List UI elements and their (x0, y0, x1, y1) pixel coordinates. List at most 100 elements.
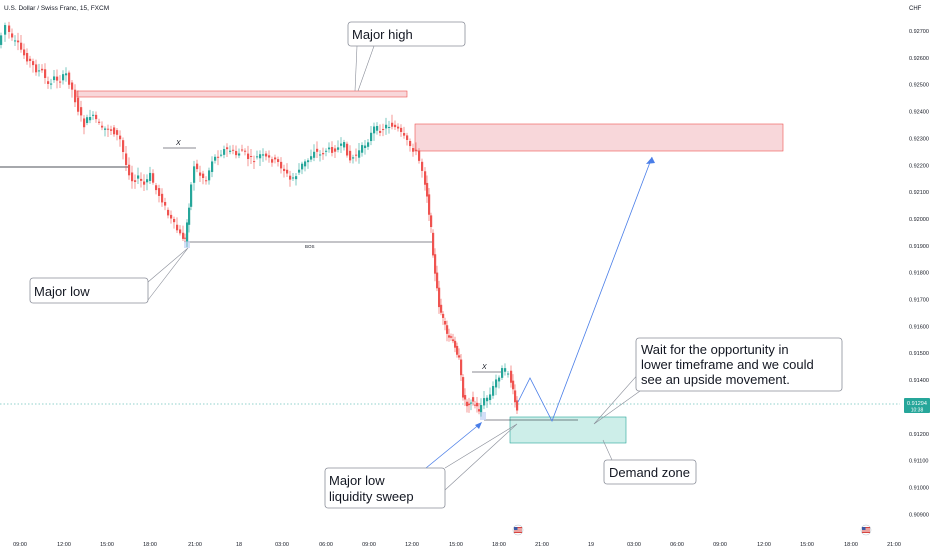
sweep-marker (480, 412, 486, 420)
sweep-callout[interactable] (324, 467, 446, 509)
candle-body (122, 140, 125, 153)
candle-body (4, 25, 7, 35)
candle-body (29, 58, 32, 61)
candle-body (184, 237, 187, 239)
candle-body (504, 368, 507, 372)
candle-body (53, 76, 56, 81)
candle-body (44, 69, 47, 78)
candle-body (432, 232, 435, 256)
price-label: 0.92400 (909, 110, 929, 116)
candle-body (514, 390, 517, 403)
candle-body (14, 40, 17, 42)
candle-body (83, 118, 86, 128)
candle-body (170, 214, 173, 219)
candle-body (158, 188, 161, 196)
candle-body (271, 159, 274, 163)
candle-body (409, 140, 412, 147)
candle-body (244, 150, 247, 152)
candle-body (268, 155, 271, 158)
candle-body (193, 166, 196, 183)
time-label: 03:00 (627, 542, 641, 548)
price-label: 0.92300 (909, 136, 929, 142)
candle-body (462, 377, 465, 398)
time-label: 09:00 (362, 542, 376, 548)
time-label: 21:00 (188, 542, 202, 548)
candle-body (452, 339, 455, 342)
time-axis[interactable]: 09:00 12:00 15:00 18:00 21:00 18 03:00 06:00 09:… (13, 542, 901, 548)
candle-body (274, 157, 277, 160)
candle-body (450, 336, 453, 338)
demand-pointer (602, 439, 613, 461)
candle-body (229, 150, 232, 152)
candle-body (56, 76, 59, 81)
candle-body (486, 397, 489, 402)
time-label: 09:00 (13, 542, 27, 548)
candle-body (418, 150, 421, 161)
time-label: 21:00 (535, 542, 549, 548)
candlestick-series[interactable] (0, 21, 519, 417)
time-label: 19 (588, 542, 594, 548)
candle-body (179, 229, 182, 234)
candle-body (355, 154, 358, 156)
candle-body (480, 405, 483, 413)
candle-body (483, 398, 486, 406)
time-label: 18:00 (492, 542, 506, 548)
major-high-zone[interactable] (76, 90, 408, 98)
candle-body (436, 272, 439, 289)
demand-zone-rect[interactable] (509, 416, 627, 444)
note-callout[interactable] (635, 337, 843, 392)
candle-body (310, 156, 313, 160)
candle-body (116, 130, 119, 135)
candle-body (86, 117, 89, 124)
major-high-callout[interactable] (347, 21, 466, 47)
candle-body (80, 107, 83, 116)
demand-zone-text: Demand zone (609, 465, 690, 480)
candle-body (11, 33, 14, 38)
candle-body (95, 114, 98, 120)
candle-body (137, 175, 140, 179)
candle-body (247, 153, 250, 160)
candle-body (394, 124, 397, 128)
candle-body (214, 156, 217, 161)
time-label: 15:00 (800, 542, 814, 548)
candle-body (104, 128, 107, 130)
candle-body (235, 150, 238, 156)
projection-path[interactable] (517, 156, 653, 422)
candle-body (190, 184, 193, 207)
candle-body (149, 172, 152, 181)
candle-body (250, 156, 253, 158)
note-text-2: lower timeframe and we could (641, 357, 814, 372)
time-label: 18 (236, 542, 242, 548)
candle-body (349, 150, 352, 161)
price-label: 0.92100 (909, 190, 929, 196)
candle-body (256, 156, 259, 158)
price-label: 0.90900 (909, 512, 929, 518)
candle-body (211, 161, 214, 172)
x-mark-1: X (175, 140, 181, 147)
candle-body (474, 404, 477, 406)
candle-body (50, 83, 53, 85)
candle-body (71, 82, 74, 90)
candle-body (426, 182, 429, 197)
price-label: 0.91100 (909, 459, 928, 465)
bos-label: BOS (305, 244, 315, 249)
major-high-pointer-2 (357, 45, 375, 92)
sweep-arrow[interactable] (425, 422, 482, 469)
candle-body (489, 394, 492, 401)
us-flag-icon[interactable] (512, 524, 524, 536)
candle-body (334, 148, 337, 152)
price-label: 0.92500 (909, 83, 929, 89)
major-low-callout[interactable] (29, 277, 149, 304)
price-axis[interactable]: 0.92700 0.92600 0.92500 0.92400 0.92300 0.922… (909, 29, 929, 518)
supply-zone[interactable] (414, 123, 784, 152)
candle-body (110, 129, 113, 131)
symbol-title: U.S. Dollar / Swiss Franc, 15, FXCM (4, 5, 109, 12)
candle-body (391, 122, 394, 127)
demand-zone-callout[interactable] (603, 459, 697, 485)
candle-body (325, 150, 328, 152)
candle-body (430, 215, 433, 228)
candle-body (388, 126, 391, 129)
us-flag-icon-2[interactable] (860, 524, 872, 536)
price-label: 0.91700 (909, 298, 929, 304)
